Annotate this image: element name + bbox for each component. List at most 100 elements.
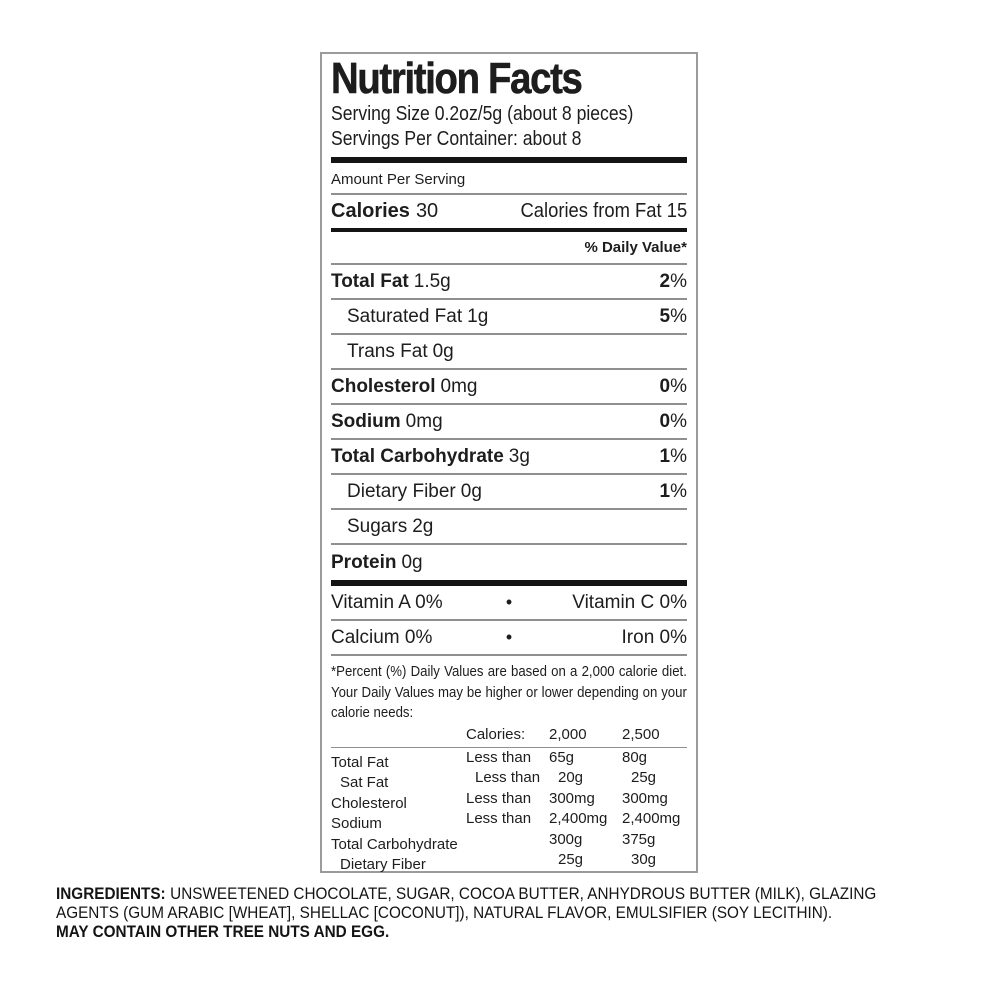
dv-row-name: Total Fat [331,753,389,771]
dv-row-2500: 2,400mg [622,810,681,827]
section-divider-thick [331,580,687,586]
nutrient-row-dietary-fiber: Dietary Fiber 0g 1% [331,475,687,510]
dv-number: 1 [659,445,671,467]
nutrient-row-sugars: Sugars 2g [331,510,687,545]
nutrient-name-amount: Protein 0g [331,552,423,574]
nutrient-dv: 0% [660,411,687,433]
calories-row: Calories 30 Calories from Fat 15 [331,195,687,228]
calories-value: 30 [415,200,439,222]
ingredients-heading: INGREDIENTS: [56,884,166,903]
nutrient-dv: 0% [660,376,687,398]
dv-table-header-2000: 2,000 [549,725,587,743]
dv-row-qualifier: Less than [466,748,532,766]
ingredients-statement: INGREDIENTS: UNSWEETENED CHOCOLATE, SUGAR… [56,884,966,941]
nutrient-name-amount: Total Fat 1.5g [331,271,451,293]
dv-row-name: Sat Fat [340,774,389,791]
dv-row-qualifier: Less than [466,810,532,827]
servings-per-container-line: Servings Per Container: about 8 [331,127,687,152]
nutrient-amount: 0g [432,340,454,362]
nutrient-name-amount: Trans Fat 0g [331,341,454,363]
daily-value-header-row: % Daily Value* [331,232,687,265]
dv-row-2000: 300mg [549,789,595,807]
dv-row-2500: 300mg [622,789,668,807]
nutrient-name: Total Fat [331,270,409,292]
servings-per-container-text: Servings Per Container: about 8 [331,128,582,150]
nutrient-amount: 1.5g [413,270,451,292]
dv-table-header-calories: Calories: [466,725,526,743]
calories-left: Calories 30 [331,200,438,223]
vitamin-row-calcium-iron: Calcium 0% • Iron 0% [331,621,687,656]
dv-row-2000: 300g [549,830,583,848]
dv-table-body: Total Fat Less than 65g 80g Sat Fat Less… [331,748,687,874]
ingredients-line-2-text: AGENTS (GUM ARABIC [WHEAT], SHELLAC [COC… [56,903,833,922]
dv-row-2000: 2,400mg [549,810,608,827]
nutrient-row-trans-fat: Trans Fat 0g [331,335,687,370]
dv-row-2500: 80g [622,748,648,766]
nutrient-name-amount: Sugars 2g [331,516,433,538]
amount-per-serving-row: Amount Per Serving [331,163,687,195]
nutrition-facts-panel: Nutrition Facts Serving Size 0.2oz/5g (a… [320,52,698,873]
calories-label: Calories [331,200,410,222]
dv-row-2500: 375g [622,830,656,848]
dv-number: 5 [659,305,671,327]
nutrient-name: Dietary Fiber [347,480,456,502]
daily-value-footnote: *Percent (%) Daily Values are based on a… [331,663,687,721]
nutrient-amount: 0mg [440,375,478,397]
daily-value-reference-table: Calories: 2,000 2,500 Total Fat Less tha… [331,725,687,874]
dv-table-row-sat-fat: Sat Fat Less than 20g 25g [331,768,687,791]
nutrient-dv: 5% [660,306,687,328]
nutrient-amount: 0g [401,551,423,573]
amount-per-serving-text: Amount Per Serving [331,171,466,188]
dv-row-name: Cholesterol [331,794,407,812]
dv-table-row-total-carbohydrate: Total Carbohydrate 300g 375g [331,830,687,853]
dv-number: 1 [659,480,671,502]
nutrient-name: Trans Fat [347,340,428,362]
dv-row-name: Sodium [331,815,382,832]
nutrient-name-amount: Total Carbohydrate 3g [331,446,530,468]
dv-table-header: Calories: 2,000 2,500 [331,725,687,748]
dv-row-name: Total Carbohydrate [331,835,458,853]
nutrient-name: Protein [331,551,397,573]
dv-percent-sign: % [670,375,687,397]
ingredients-line-2: AGENTS (GUM ARABIC [WHEAT], SHELLAC [COC… [56,903,875,922]
dv-row-2000: 20g [558,769,584,786]
dv-percent-sign: % [670,305,687,327]
dv-number: 0 [659,410,671,432]
dv-table-row-dietary-fiber: Dietary Fiber 25g 30g [331,850,687,873]
nutrient-amount: 2g [412,515,434,537]
dv-table-row-cholesterol: Cholesterol Less than 300mg 300mg [331,789,687,812]
dv-row-2000: 65g [549,748,575,766]
dv-table-header-2500: 2,500 [622,725,660,743]
dv-row-qualifier: Less than [475,769,541,786]
nutrient-row-total-carbohydrate: Total Carbohydrate 3g 1% [331,440,687,475]
dv-number: 0 [659,375,671,397]
allergen-warning-line: MAY CONTAIN OTHER TREE NUTS AND EGG. [56,922,875,941]
nutrient-name-amount: Saturated Fat 1g [331,306,488,328]
calcium-value: Calcium 0% [331,626,433,648]
nutrient-name: Sugars [347,515,408,537]
vitamin-a-value: Vitamin A 0% [331,591,443,613]
vitamin-row-a-c: Vitamin A 0% • Vitamin C 0% [331,586,687,621]
dv-table-row-total-fat: Total Fat Less than 65g 80g [331,748,687,771]
nutrient-row-total-fat: Total Fat 1.5g 2% [331,265,687,300]
iron-value: Iron 0% [621,626,687,648]
dv-percent-sign: % [670,480,687,502]
bullet-separator: • [505,627,513,647]
dv-percent-sign: % [670,410,687,432]
bullet-separator: • [505,592,513,612]
nutrient-name-amount: Dietary Fiber 0g [331,481,482,503]
dv-row-2000: 25g [558,851,584,868]
serving-size-text: Serving Size 0.2oz/5g (about 8 pieces) [331,103,634,125]
nutrient-row-saturated-fat: Saturated Fat 1g 5% [331,300,687,335]
dv-row-qualifier: Less than [466,789,532,807]
ingredients-line-1-text: UNSWEETENED CHOCOLATE, SUGAR, COCOA BUTT… [170,884,877,903]
nutrient-name: Saturated Fat [347,305,463,327]
serving-size-line: Serving Size 0.2oz/5g (about 8 pieces) [331,102,687,127]
nutrient-name: Cholesterol [331,375,436,397]
nutrient-row-cholesterol: Cholesterol 0mg 0% [331,370,687,405]
nutrient-dv: 1% [660,481,687,503]
nutrient-dv: 1% [660,446,687,468]
dv-percent-sign: % [670,270,687,292]
nutrient-amount: 0g [460,480,482,502]
dv-percent-sign: % [670,445,687,467]
